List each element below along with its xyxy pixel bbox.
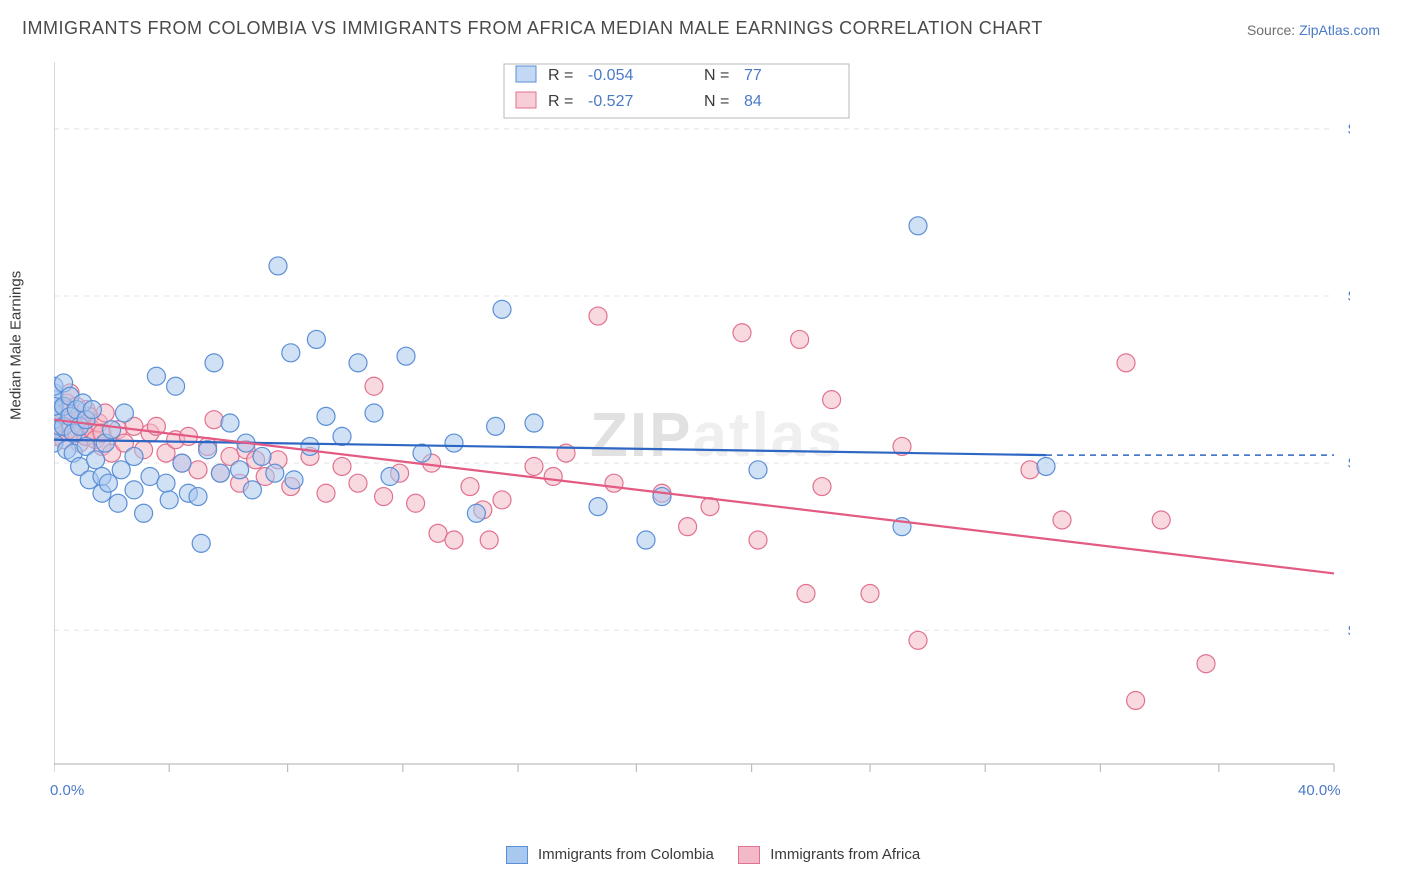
chart-title: IMMIGRANTS FROM COLOMBIA VS IMMIGRANTS F… — [22, 18, 1043, 39]
svg-text:R =: R = — [548, 67, 573, 84]
source-prefix: Source: — [1247, 22, 1299, 38]
svg-text:77: 77 — [744, 67, 762, 84]
svg-text:$75,000: $75,000 — [1348, 288, 1350, 305]
svg-text:N =: N = — [704, 67, 729, 84]
scatter-chart: $25,000 $50,000 $75,000 $100,000 R = -0.054 N … — [54, 50, 1350, 810]
svg-text:-0.527: -0.527 — [588, 93, 633, 110]
svg-text:$100,000: $100,000 — [1348, 121, 1350, 138]
y-axis-label: Median Male Earnings — [8, 271, 25, 420]
svg-text:$50,000: $50,000 — [1348, 455, 1350, 472]
legend-swatch-africa — [738, 846, 760, 864]
svg-text:R =: R = — [548, 93, 573, 110]
source-attribution: Source: ZipAtlas.com — [1247, 22, 1380, 38]
x-axis-min-label: 0.0% — [50, 782, 84, 799]
legend-label-africa: Immigrants from Africa — [770, 846, 920, 863]
legend-swatch-colombia — [506, 846, 528, 864]
x-axis-max-label: 40.0% — [1298, 782, 1341, 799]
svg-text:84: 84 — [744, 93, 762, 110]
svg-text:$25,000: $25,000 — [1348, 622, 1350, 639]
source-link[interactable]: ZipAtlas.com — [1299, 22, 1380, 38]
legend-label-colombia: Immigrants from Colombia — [538, 846, 714, 863]
svg-text:-0.054: -0.054 — [588, 67, 633, 84]
bottom-legend: Immigrants from Colombia Immigrants from… — [0, 846, 1406, 864]
svg-text:N =: N = — [704, 93, 729, 110]
